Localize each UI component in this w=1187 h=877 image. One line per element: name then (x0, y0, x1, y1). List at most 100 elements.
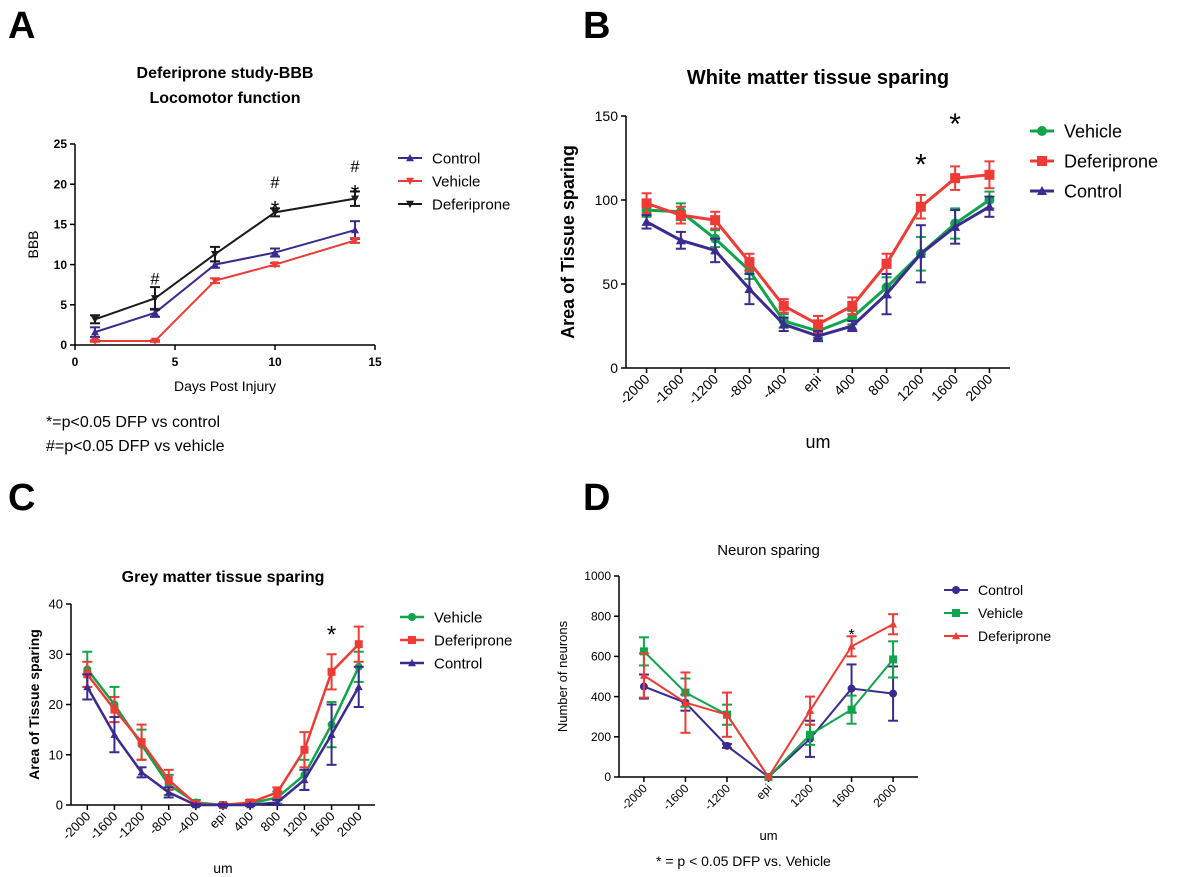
series-line-vehicle (643, 650, 894, 779)
series-line-deferiprone (86, 643, 360, 807)
chart-title: Deferiprone study-BBB (137, 65, 314, 82)
data-point-control (984, 201, 995, 211)
x-tick-label: -800 (724, 371, 755, 402)
legend-label-deferiprone: Deferiprone (434, 632, 512, 649)
x-tick-label: 2000 (870, 781, 899, 810)
series-line-control (94, 229, 356, 334)
legend-label-deferiprone: Deferiprone (1064, 151, 1158, 171)
legend-label-control: Control (978, 582, 1023, 598)
legend-label-vehicle: Vehicle (434, 609, 482, 626)
y-axis-label: Area of Tissue sparing (26, 629, 42, 780)
series-line-control (86, 686, 360, 807)
data-point-control (847, 684, 856, 693)
data-point-deferiprone (984, 169, 995, 180)
y-axis-label: Number of neurons (555, 620, 570, 732)
significance-mark: * (271, 196, 280, 221)
series-line-deferiprone (643, 623, 894, 779)
data-point-deferiprone (675, 210, 686, 221)
panel-d-note: * = p < 0.05 DFP vs. Vehicle (656, 853, 831, 869)
data-point-vehicle (91, 337, 99, 345)
significance-mark: * (327, 621, 336, 648)
data-point-control (354, 682, 363, 691)
significance-mark: * (351, 180, 360, 205)
y-tick-label: 20 (54, 177, 68, 191)
y-tick-label: 50 (602, 276, 618, 292)
x-axis-label: um (759, 828, 777, 843)
x-axis-label: um (805, 432, 830, 452)
data-point-control (273, 798, 282, 806)
y-tick-label: 100 (595, 192, 619, 208)
data-point-control (83, 682, 92, 691)
data-point-vehicle (847, 705, 856, 714)
x-tick-label: -1600 (660, 781, 692, 813)
x-tick-label: epi (800, 371, 825, 396)
legend-marker-vehicle (408, 613, 416, 621)
legend-marker-deferiprone (1037, 156, 1047, 166)
x-tick-label: 2000 (334, 809, 365, 840)
data-point-deferiprone (354, 640, 363, 649)
chart-title: White matter tissue sparing (687, 67, 949, 89)
data-point-control (351, 226, 359, 234)
data-point-deferiprone (164, 775, 173, 784)
data-point-deferiprone (273, 788, 282, 797)
x-tick-label: -2000 (616, 371, 653, 408)
data-point-control (137, 768, 146, 776)
significance-mark: * (915, 149, 927, 182)
data-point-control (164, 788, 173, 796)
data-point-control (813, 331, 823, 341)
y-tick-label: 10 (54, 258, 68, 272)
legend-label-vehicle: Vehicle (978, 605, 1023, 621)
x-tick-label: -400 (173, 809, 202, 838)
series-line-deferiprone (646, 173, 990, 327)
chart-title: Grey matter tissue sparing (122, 569, 325, 586)
legend-marker-deferiprone (952, 632, 960, 640)
data-point-deferiprone (778, 300, 789, 311)
data-point-deferiprone (813, 319, 823, 330)
y-tick-label: 25 (54, 137, 68, 151)
legend-label-deferiprone: Deferiprone (432, 196, 510, 213)
x-tick-label: 400 (230, 809, 256, 835)
x-tick-label: 2000 (962, 371, 995, 404)
x-tick-label: 1200 (787, 781, 816, 810)
y-tick-label: 1000 (584, 569, 611, 583)
data-point-vehicle (889, 655, 898, 664)
data-point-deferiprone (151, 295, 159, 303)
data-point-control (151, 308, 159, 317)
panel-letter-b: B (583, 5, 610, 47)
data-point-deferiprone (847, 300, 858, 311)
legend-marker-vehicle (1037, 126, 1047, 136)
x-tick-label: 1600 (307, 809, 338, 840)
x-axis-label: Days Post Injury (174, 378, 276, 394)
panel-letter-a: A (8, 5, 35, 47)
data-point-control (847, 321, 858, 330)
x-tick-label: -2000 (618, 781, 650, 813)
legend-label-control: Control (434, 655, 482, 672)
data-point-deferiprone (847, 642, 856, 650)
data-point-deferiprone (744, 257, 755, 268)
data-point-control (271, 248, 279, 256)
y-tick-label: 0 (60, 338, 67, 352)
data-point-control (327, 730, 336, 738)
panel-a-note-control: *=p<0.05 DFP vs control (46, 414, 221, 431)
legend-label-control: Control (1064, 181, 1122, 201)
legend-label-vehicle: Vehicle (1064, 121, 1122, 141)
data-point-vehicle (151, 337, 159, 345)
chart-a-bbb-locomotor: Deferiprone study-BBB Locomotor function 0… (25, 65, 510, 394)
x-tick-label: -400 (759, 371, 790, 402)
legend-marker-control (408, 659, 416, 667)
data-point-vehicle (351, 237, 359, 245)
x-tick-label: 15 (368, 355, 382, 369)
data-point-control (710, 245, 721, 255)
y-tick-label: 600 (591, 650, 611, 664)
x-tick-label: epi (206, 808, 229, 831)
x-tick-label: 800 (257, 809, 283, 835)
data-point-control (110, 730, 119, 738)
data-point-deferiprone (211, 250, 219, 259)
data-point-deferiprone (639, 671, 648, 679)
panel-a-note-vehicle: #=p<0.05 DFP vs vehicle (46, 438, 225, 455)
data-point-control (91, 328, 99, 336)
data-point-control (191, 801, 200, 809)
data-point-deferiprone (300, 745, 309, 754)
chart-b-white-matter: White matter tissue sparing 0 50 100 150 -200… (558, 67, 1158, 452)
panel-letter-c: C (8, 477, 35, 519)
